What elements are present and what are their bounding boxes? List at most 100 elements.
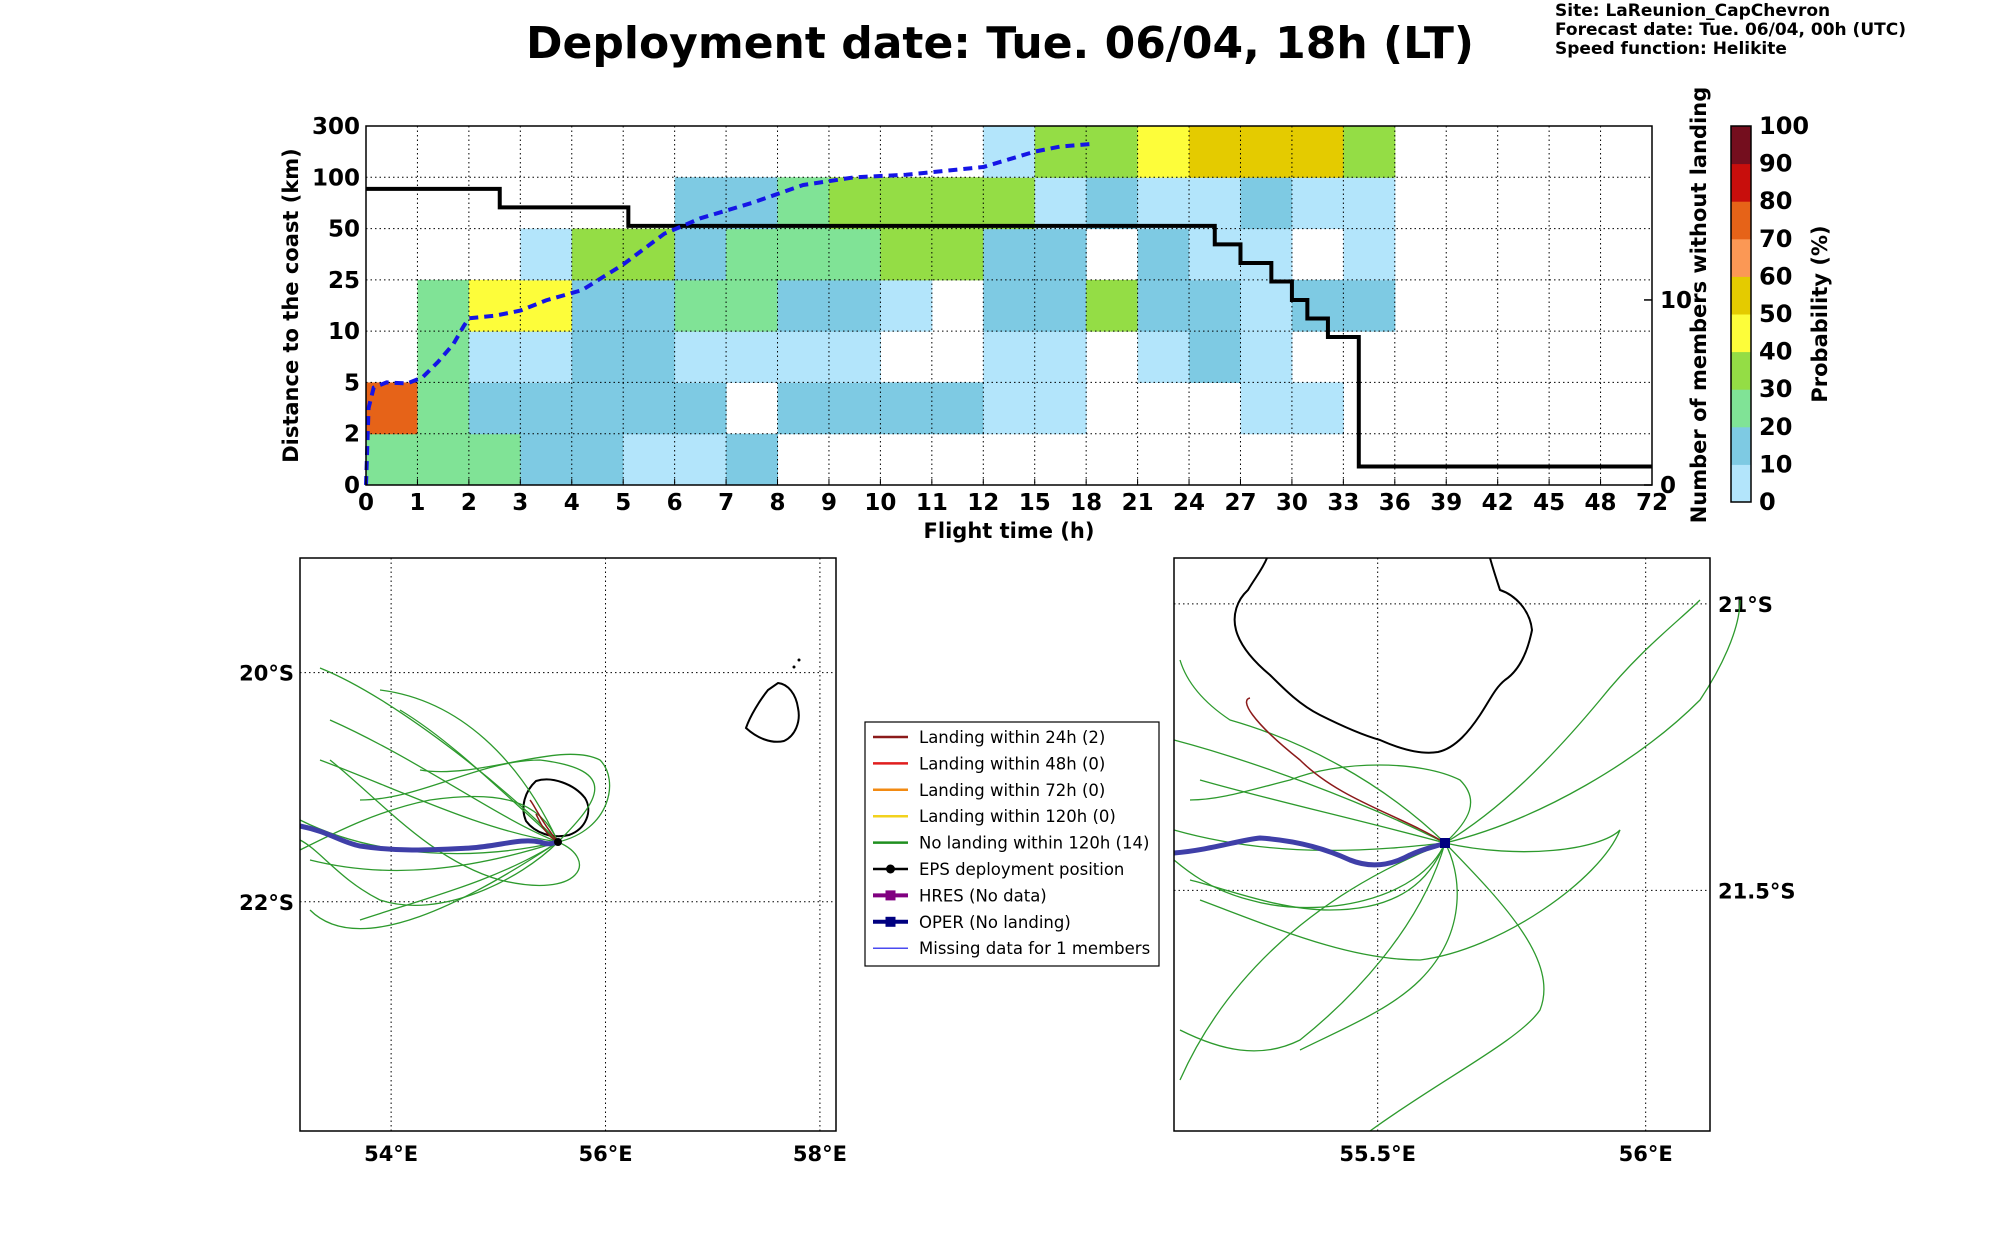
legend-square-marker (885, 890, 896, 901)
reunion-coastline (522, 778, 590, 838)
heatmap-cell (726, 279, 779, 332)
heatmap-cell (623, 279, 676, 332)
heatmap-cell (623, 433, 676, 486)
x-tick-label: 33 (1327, 490, 1359, 516)
heatmap-cell (1137, 331, 1190, 383)
heatmap-cell (1137, 228, 1190, 281)
legend-label: Missing data for 1 members (919, 939, 1150, 958)
no-landing-trajectory (1189, 764, 1472, 844)
heatmap-cell (468, 331, 521, 383)
heatmap-cell (1034, 228, 1087, 281)
heatmap-cell (468, 382, 521, 435)
speed-function-label: Speed function: Helikite (1555, 39, 1787, 59)
map-lon-label: 58°E (793, 1142, 847, 1166)
y2-tick-label: 0 (1660, 473, 1676, 499)
heatmap-cell (828, 331, 881, 383)
legend-label: No landing within 120h (14) (919, 834, 1149, 853)
heatmap-cell (1189, 126, 1241, 178)
y-tick-label: 0 (344, 473, 360, 499)
y2-axis-title: Number of members without landing (1687, 87, 1711, 524)
oper-trajectory (1173, 835, 1446, 868)
legend-square-marker (885, 916, 896, 927)
heatmap-cell (1137, 177, 1190, 230)
heatmap-cell (1240, 279, 1293, 332)
no-landing-trajectory (329, 719, 559, 843)
x-tick-label: 11 (916, 490, 948, 516)
heatmap-cell (674, 279, 727, 332)
heatmap-cell (1240, 177, 1293, 230)
x-tick-label: 48 (1585, 490, 1617, 516)
no-landing-trajectory (1199, 779, 1446, 844)
heatmap-cell (1086, 279, 1139, 332)
heatmap-cell (1291, 177, 1344, 230)
map-lat-label: 21.5°S (1718, 879, 1795, 903)
x-tick-label: 30 (1276, 490, 1308, 516)
map-frame (299, 557, 837, 1132)
heatmap-cell (1086, 126, 1139, 178)
heatmap-cell (623, 331, 676, 383)
heatmap-cell (1343, 228, 1396, 281)
heatmap-cell (777, 228, 830, 281)
colorbar-tick-label: 0 (1759, 488, 1776, 516)
no-landing-trajectory (1369, 842, 1545, 1132)
colorbar-segment (1731, 464, 1751, 503)
forecast-meta: Site: LaReunion_CapChevron Forecast date… (1555, 2, 1906, 59)
landing-24h-trajectory (529, 799, 559, 843)
heatmap-cell (1189, 177, 1241, 230)
no-landing-trajectory (309, 841, 559, 930)
colorbar-segment (1731, 126, 1751, 165)
map-lon-label: 56°E (1619, 1142, 1673, 1166)
map-lat-label: 20°S (239, 662, 294, 686)
colorbar-tick-label: 80 (1759, 187, 1792, 215)
heatmap-cell (1291, 279, 1344, 332)
heatmap-cell (880, 228, 933, 281)
legend-label: EPS deployment position (919, 860, 1124, 879)
heatmap-cell (623, 382, 676, 435)
heatmap-cell (520, 433, 573, 486)
mauritius-coastline (744, 681, 800, 743)
heatmap-cell (931, 228, 984, 281)
no-landing-trajectory (419, 753, 611, 843)
heatmap-cell (828, 228, 881, 281)
heatmap-cell (674, 331, 727, 383)
legend-dot-marker (886, 864, 895, 874)
map-lon-label: 55.5°E (1339, 1142, 1416, 1166)
eps-deployment-position (554, 838, 562, 846)
heatmap-cell (1189, 331, 1241, 383)
map-lon-label: 56°E (578, 1142, 632, 1166)
islet-marker (797, 658, 801, 662)
heatmap-cell (1291, 382, 1344, 435)
x-tick-label: 12 (967, 490, 999, 516)
oper-trajectory (299, 823, 559, 853)
heatmap-cell (726, 177, 779, 230)
colorbar-segment (1731, 238, 1751, 277)
heatmap-cell (983, 228, 1036, 281)
heatmap-cell (1034, 177, 1087, 230)
oper-distance-curve (364, 141, 1092, 486)
x-tick-label: 7 (718, 490, 734, 516)
heatmap-cell (931, 177, 984, 230)
y-tick-label: 5 (344, 370, 360, 396)
heatmap-cell (983, 279, 1036, 332)
colorbar-segment (1731, 351, 1751, 390)
colorbar-tick-label: 90 (1759, 150, 1792, 178)
no-landing-trajectory (379, 689, 559, 843)
no-landing-trajectory (1179, 842, 1446, 1081)
heatmap-cell (777, 279, 830, 332)
x-tick-label: 6 (667, 490, 683, 516)
x-tick-label: 9 (821, 490, 837, 516)
heatmap-cell (1240, 228, 1293, 281)
y2-tick-label: 10 (1660, 288, 1692, 314)
heatmap-cell (520, 331, 573, 383)
heatmap-cell (571, 331, 624, 383)
colorbar-segment (1731, 389, 1751, 428)
heatmap-cell (520, 228, 573, 281)
heatmap-cell (880, 382, 933, 435)
y-tick-label: 300 (312, 114, 360, 140)
x-tick-label: 8 (770, 490, 786, 516)
colorbar-frame (1730, 125, 1752, 503)
heatmap-cell (983, 177, 1036, 230)
heatmap-cell (828, 279, 881, 332)
x-tick-label: 24 (1173, 490, 1205, 516)
legend-label: Landing within 120h (0) (919, 807, 1116, 826)
